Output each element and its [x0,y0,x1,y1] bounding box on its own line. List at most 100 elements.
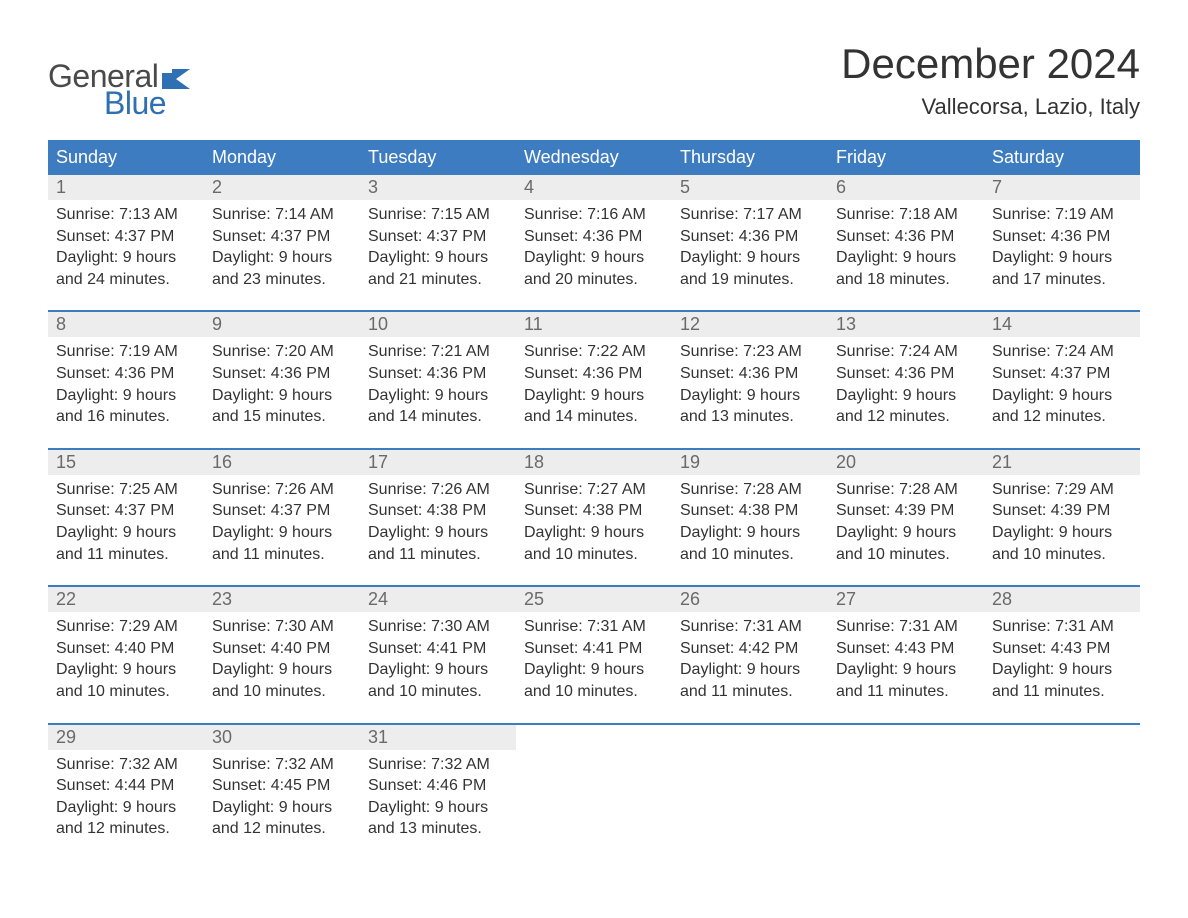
day-line-d1: Daylight: 9 hours [368,797,508,819]
day-line-sunrise: Sunrise: 7:32 AM [56,754,196,776]
day-line-d1: Daylight: 9 hours [368,385,508,407]
day-line-sunset: Sunset: 4:42 PM [680,638,820,660]
day-line-sunset: Sunset: 4:38 PM [368,500,508,522]
day-cell [516,725,672,846]
day-line-d1: Daylight: 9 hours [992,247,1132,269]
day-line-sunrise: Sunrise: 7:29 AM [992,479,1132,501]
day-body: Sunrise: 7:14 AMSunset: 4:37 PMDaylight:… [204,200,360,296]
day-body: Sunrise: 7:24 AMSunset: 4:36 PMDaylight:… [828,337,984,433]
week-row: 22Sunrise: 7:29 AMSunset: 4:40 PMDayligh… [48,585,1140,708]
day-line-sunset: Sunset: 4:40 PM [56,638,196,660]
day-number: 13 [828,312,984,337]
day-line-sunrise: Sunrise: 7:31 AM [680,616,820,638]
day-line-d2: and 11 minutes. [368,544,508,566]
day-cell: 9Sunrise: 7:20 AMSunset: 4:36 PMDaylight… [204,312,360,433]
day-number: 21 [984,450,1140,475]
day-line-d1: Daylight: 9 hours [836,522,976,544]
day-number: 14 [984,312,1140,337]
day-line-sunrise: Sunrise: 7:22 AM [524,341,664,363]
day-line-sunset: Sunset: 4:37 PM [56,500,196,522]
day-body: Sunrise: 7:21 AMSunset: 4:36 PMDaylight:… [360,337,516,433]
day-line-d1: Daylight: 9 hours [56,522,196,544]
day-line-d1: Daylight: 9 hours [212,385,352,407]
week-row: 1Sunrise: 7:13 AMSunset: 4:37 PMDaylight… [48,175,1140,296]
day-line-d2: and 10 minutes. [524,544,664,566]
day-body: Sunrise: 7:19 AMSunset: 4:36 PMDaylight:… [984,200,1140,296]
day-line-sunset: Sunset: 4:46 PM [368,775,508,797]
day-line-d2: and 18 minutes. [836,269,976,291]
day-number: 22 [48,587,204,612]
day-line-sunset: Sunset: 4:41 PM [368,638,508,660]
day-line-sunrise: Sunrise: 7:19 AM [56,341,196,363]
day-cell: 21Sunrise: 7:29 AMSunset: 4:39 PMDayligh… [984,450,1140,571]
day-body: Sunrise: 7:27 AMSunset: 4:38 PMDaylight:… [516,475,672,571]
day-number: 20 [828,450,984,475]
day-line-sunset: Sunset: 4:37 PM [368,226,508,248]
day-line-d2: and 11 minutes. [56,544,196,566]
day-body: Sunrise: 7:31 AMSunset: 4:43 PMDaylight:… [984,612,1140,708]
day-cell: 28Sunrise: 7:31 AMSunset: 4:43 PMDayligh… [984,587,1140,708]
day-line-sunrise: Sunrise: 7:30 AM [368,616,508,638]
day-line-d1: Daylight: 9 hours [56,659,196,681]
day-number: 9 [204,312,360,337]
day-line-d2: and 14 minutes. [368,406,508,428]
day-cell: 6Sunrise: 7:18 AMSunset: 4:36 PMDaylight… [828,175,984,296]
day-number [672,725,828,750]
day-line-sunrise: Sunrise: 7:18 AM [836,204,976,226]
day-line-d2: and 12 minutes. [56,818,196,840]
day-body: Sunrise: 7:31 AMSunset: 4:43 PMDaylight:… [828,612,984,708]
day-line-d1: Daylight: 9 hours [56,247,196,269]
day-body: Sunrise: 7:22 AMSunset: 4:36 PMDaylight:… [516,337,672,433]
day-number: 23 [204,587,360,612]
day-line-d1: Daylight: 9 hours [680,385,820,407]
day-line-sunset: Sunset: 4:37 PM [992,363,1132,385]
day-line-d1: Daylight: 9 hours [524,247,664,269]
page-title: December 2024 [841,40,1140,88]
day-line-sunrise: Sunrise: 7:27 AM [524,479,664,501]
day-number: 10 [360,312,516,337]
day-body: Sunrise: 7:20 AMSunset: 4:36 PMDaylight:… [204,337,360,433]
day-line-sunrise: Sunrise: 7:20 AM [212,341,352,363]
day-line-sunset: Sunset: 4:43 PM [992,638,1132,660]
day-line-d2: and 11 minutes. [836,681,976,703]
day-line-d1: Daylight: 9 hours [368,247,508,269]
day-line-sunset: Sunset: 4:41 PM [524,638,664,660]
day-line-d2: and 17 minutes. [992,269,1132,291]
day-cell [984,725,1140,846]
day-line-d1: Daylight: 9 hours [56,797,196,819]
day-number: 18 [516,450,672,475]
day-line-d1: Daylight: 9 hours [368,522,508,544]
day-line-d2: and 20 minutes. [524,269,664,291]
day-line-d1: Daylight: 9 hours [680,247,820,269]
day-cell: 19Sunrise: 7:28 AMSunset: 4:38 PMDayligh… [672,450,828,571]
day-number: 1 [48,175,204,200]
day-number: 25 [516,587,672,612]
day-cell: 2Sunrise: 7:14 AMSunset: 4:37 PMDaylight… [204,175,360,296]
day-cell: 29Sunrise: 7:32 AMSunset: 4:44 PMDayligh… [48,725,204,846]
day-body: Sunrise: 7:30 AMSunset: 4:41 PMDaylight:… [360,612,516,708]
day-line-d2: and 11 minutes. [212,544,352,566]
day-line-sunrise: Sunrise: 7:23 AM [680,341,820,363]
day-cell: 14Sunrise: 7:24 AMSunset: 4:37 PMDayligh… [984,312,1140,433]
day-line-sunset: Sunset: 4:36 PM [368,363,508,385]
day-line-sunset: Sunset: 4:36 PM [212,363,352,385]
day-line-sunrise: Sunrise: 7:16 AM [524,204,664,226]
day-line-d1: Daylight: 9 hours [56,385,196,407]
day-cell: 22Sunrise: 7:29 AMSunset: 4:40 PMDayligh… [48,587,204,708]
day-line-d2: and 21 minutes. [368,269,508,291]
day-line-d1: Daylight: 9 hours [212,797,352,819]
day-line-d1: Daylight: 9 hours [212,247,352,269]
day-number: 16 [204,450,360,475]
day-cell [672,725,828,846]
day-cell: 26Sunrise: 7:31 AMSunset: 4:42 PMDayligh… [672,587,828,708]
day-line-sunrise: Sunrise: 7:28 AM [680,479,820,501]
day-body: Sunrise: 7:29 AMSunset: 4:39 PMDaylight:… [984,475,1140,571]
day-line-d1: Daylight: 9 hours [836,659,976,681]
day-body: Sunrise: 7:32 AMSunset: 4:45 PMDaylight:… [204,750,360,846]
day-body: Sunrise: 7:28 AMSunset: 4:38 PMDaylight:… [672,475,828,571]
day-line-sunrise: Sunrise: 7:13 AM [56,204,196,226]
day-line-sunset: Sunset: 4:39 PM [992,500,1132,522]
day-line-d1: Daylight: 9 hours [524,659,664,681]
day-line-d2: and 12 minutes. [992,406,1132,428]
day-number [828,725,984,750]
